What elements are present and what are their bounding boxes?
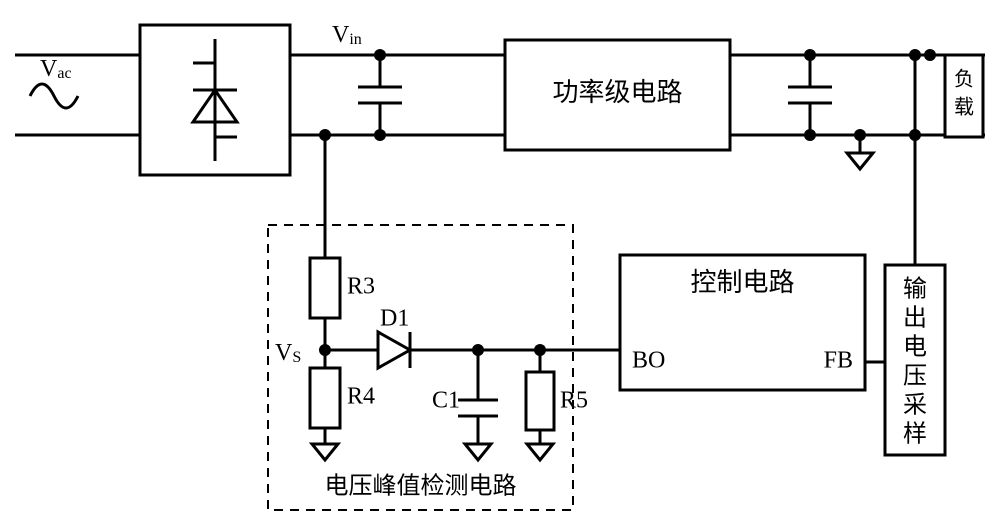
- r5-label: R5: [560, 388, 588, 414]
- fb-pin-label: FB: [824, 348, 853, 374]
- c1-label: C1: [432, 388, 460, 414]
- svg-text:样: 样: [903, 421, 927, 448]
- vac-label: Vac: [40, 56, 72, 83]
- svg-text:负: 负: [954, 68, 974, 91]
- svg-text:输: 输: [903, 276, 927, 303]
- control-circuit-label: 控制电路: [690, 268, 794, 297]
- peak-detect-label: 电压峰值检测电路: [325, 473, 517, 500]
- svg-text:采: 采: [903, 392, 927, 419]
- svg-text:出: 出: [903, 305, 927, 332]
- power-stage-label: 功率级电路: [552, 78, 682, 107]
- circuit-diagram: Vac Vin 功率级电路 负载输出电压采样 控制电路 BO FB 电压峰值检测电路 R3 VS R…: [0, 0, 1000, 531]
- vs-label: VS: [275, 340, 301, 367]
- vin-label: Vin: [332, 22, 362, 49]
- svg-text:载: 载: [954, 96, 974, 119]
- bo-pin-label: BO: [632, 348, 665, 374]
- ac-source-icon: [30, 84, 78, 108]
- d1-label: D1: [380, 306, 409, 332]
- r4-label: R4: [347, 384, 375, 410]
- svg-text:电: 电: [903, 334, 927, 361]
- r3-label: R3: [347, 274, 375, 300]
- svg-text:压: 压: [903, 364, 927, 390]
